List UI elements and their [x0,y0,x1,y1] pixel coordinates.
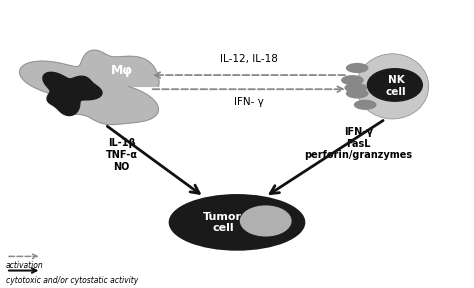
Ellipse shape [341,75,364,85]
Ellipse shape [346,63,368,73]
Text: IL-12, IL-18: IL-12, IL-18 [220,54,278,65]
Text: IFN-γ
FasL
perforin/granzymes: IFN-γ FasL perforin/granzymes [304,127,412,160]
Ellipse shape [345,83,367,93]
Text: Mφ: Mφ [110,64,133,77]
Text: IFN- γ: IFN- γ [234,97,264,107]
Text: NK
cell: NK cell [386,75,407,96]
Circle shape [367,68,423,102]
Ellipse shape [354,100,376,110]
Ellipse shape [169,194,305,251]
Ellipse shape [356,54,428,119]
Polygon shape [19,50,159,124]
Text: IL-1β
TNF-α
NO: IL-1β TNF-α NO [106,139,137,172]
Text: Tumor
cell: Tumor cell [203,212,242,233]
Circle shape [240,205,292,236]
Polygon shape [43,72,102,115]
Text: cytotoxic and/or cytostatic activity: cytotoxic and/or cytostatic activity [6,276,138,285]
Text: activation: activation [6,262,44,270]
Ellipse shape [346,88,368,98]
